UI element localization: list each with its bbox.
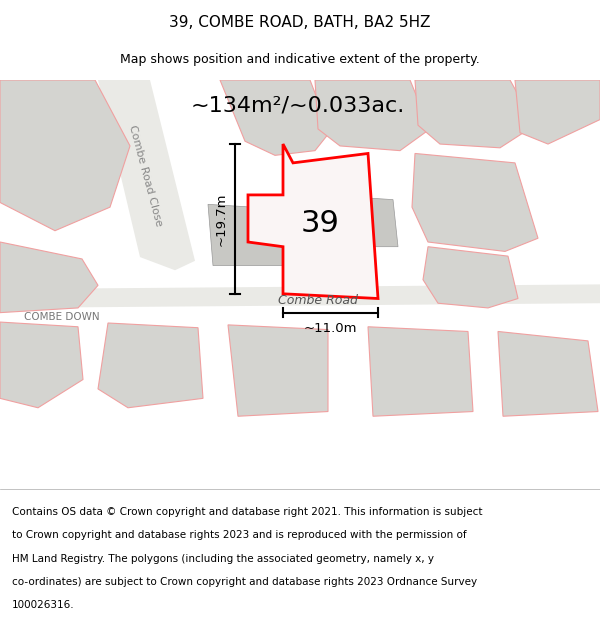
Polygon shape [315,80,430,151]
Polygon shape [498,331,598,416]
Text: Map shows position and indicative extent of the property.: Map shows position and indicative extent… [120,54,480,66]
Text: 39: 39 [301,209,340,238]
Polygon shape [208,204,287,266]
Polygon shape [412,154,538,251]
Text: Contains OS data © Crown copyright and database right 2021. This information is : Contains OS data © Crown copyright and d… [12,508,482,518]
Text: 100026316.: 100026316. [12,600,74,610]
Text: co-ordinates) are subject to Crown copyright and database rights 2023 Ordnance S: co-ordinates) are subject to Crown copyr… [12,577,477,587]
Text: ~134m²/~0.033ac.: ~134m²/~0.033ac. [191,96,405,116]
Polygon shape [318,195,398,247]
Text: ~19.7m: ~19.7m [215,192,228,246]
Polygon shape [515,80,600,144]
Text: to Crown copyright and database rights 2023 and is reproduced with the permissio: to Crown copyright and database rights 2… [12,531,467,541]
Polygon shape [220,80,330,156]
Text: ~11.0m: ~11.0m [304,322,357,335]
Polygon shape [98,323,203,408]
Text: Combe Road Close: Combe Road Close [127,124,163,228]
Text: HM Land Registry. The polygons (including the associated geometry, namely x, y: HM Land Registry. The polygons (includin… [12,554,434,564]
Polygon shape [0,284,600,308]
Polygon shape [0,322,83,408]
Polygon shape [0,242,98,312]
Text: Combe Road: Combe Road [278,294,358,307]
Polygon shape [0,80,130,231]
Polygon shape [368,327,473,416]
Polygon shape [98,80,195,270]
Polygon shape [228,325,328,416]
Text: COMBE DOWN: COMBE DOWN [24,312,100,322]
Polygon shape [423,247,518,308]
Polygon shape [415,80,535,148]
Polygon shape [248,144,378,299]
Text: 39, COMBE ROAD, BATH, BA2 5HZ: 39, COMBE ROAD, BATH, BA2 5HZ [169,15,431,30]
